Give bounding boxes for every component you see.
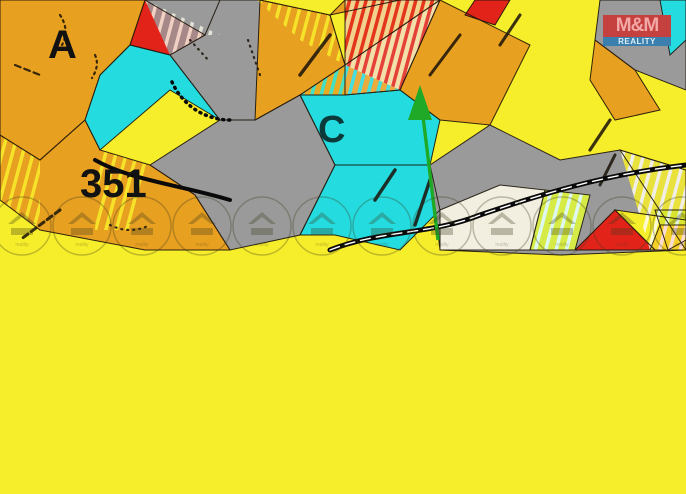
svg-text:reality: reality <box>675 242 686 248</box>
svg-text:reality: reality <box>135 242 149 248</box>
svg-text:reality: reality <box>315 242 329 248</box>
svg-text:reality: reality <box>495 242 509 248</box>
svg-text:C: C <box>318 109 345 151</box>
svg-text:A: A <box>48 23 77 67</box>
svg-text:reality: reality <box>15 242 29 248</box>
svg-text:reality: reality <box>195 242 209 248</box>
svg-text:reality: reality <box>435 242 449 248</box>
svg-text:reality: reality <box>375 242 389 248</box>
svg-text:351: 351 <box>80 162 147 206</box>
svg-text:reality: reality <box>255 242 269 248</box>
svg-text:reality: reality <box>555 242 569 248</box>
svg-text:reality: reality <box>615 242 629 248</box>
svg-text:reality: reality <box>75 242 89 248</box>
